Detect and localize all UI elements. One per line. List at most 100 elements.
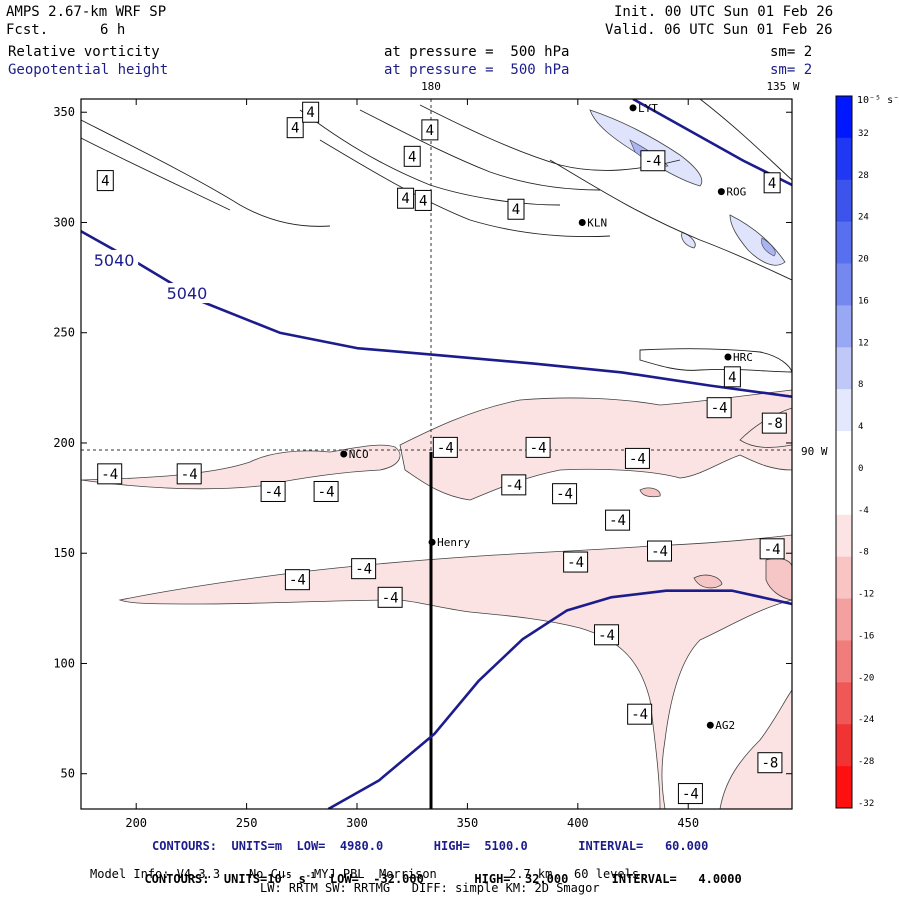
colorbar-segment: [836, 472, 852, 516]
vorticity-label: -4: [289, 573, 306, 589]
vorticity-spot-north: [681, 231, 696, 249]
x-tick-label: 350: [457, 816, 479, 830]
colorbar-segment: [836, 305, 852, 348]
colorbar-segment: [836, 556, 852, 600]
y-tick-label: 250: [53, 326, 75, 340]
vorticity-label: -4: [265, 484, 282, 500]
model-info: Model Info: V4.3.3 No Cu MYJ PBL Morriso…: [90, 867, 647, 881]
vorticity-label-box: [97, 463, 123, 485]
vorticity-label-box: [96, 170, 114, 192]
y-tick-label: 100: [53, 656, 75, 670]
station-dot: [629, 104, 637, 112]
vorticity-label-box: [647, 540, 673, 562]
station-dot: [428, 538, 436, 546]
height-contour-info: CONTOURS: UNITS=m LOW= 4980.0 HIGH= 5100…: [152, 839, 709, 853]
vorticity-label-box: [525, 436, 551, 458]
vorticity-label: 4: [728, 370, 736, 386]
colorbar-tick-label: -4: [858, 506, 869, 516]
valid-time: Valid. 06 UTC Sun 01 Feb 26: [605, 22, 833, 38]
vorticity-label-box: [723, 366, 741, 388]
x-tick-label: 200: [125, 816, 147, 830]
vorticity-label: -4: [530, 440, 547, 456]
vorticity-label: -4: [651, 544, 668, 560]
station-dot: [340, 450, 348, 458]
colorbar-segment: [836, 514, 852, 558]
geopotential-height-contours: 5040 5040: [81, 99, 792, 809]
vorticity-label-box: [624, 447, 650, 469]
height-label-bg: [90, 249, 139, 270]
vorticity-contour-info-sup2: -1: [305, 871, 316, 880]
lon-label-90w: 90 W: [801, 445, 828, 458]
vorticity-contour-info-c: LOW= -32.000 HIGH= 32.000 INTERVAL= 4.00…: [315, 872, 742, 886]
vorticity-label: -4: [629, 451, 646, 467]
positive-vorticity-contours: [81, 99, 792, 373]
station-dot: [717, 188, 725, 196]
field1-level: at pressure = 500 hPa: [384, 44, 570, 60]
height-contour-line: [81, 230, 792, 398]
colorbar-tick-label: 4: [858, 422, 863, 432]
vorticity-label: -4: [101, 467, 118, 483]
station-dot: [706, 721, 714, 729]
colorbar-segment: [836, 682, 852, 725]
vorticity-spot-3: [639, 487, 661, 498]
vorticity-label: -4: [764, 542, 781, 558]
colorbar-tick-label: 24: [858, 213, 869, 223]
colorbar-segment: [836, 96, 852, 139]
colorbar-tick-label: -8: [858, 548, 869, 558]
field1-smoothing: sm= 2: [770, 44, 813, 60]
height-contour-label: 5040: [94, 251, 135, 270]
contour-line-8: [699, 99, 792, 181]
vorticity-label-box: [377, 586, 403, 608]
vorticity-label: -4: [682, 787, 699, 803]
contour-line-1: [81, 119, 331, 227]
lon-label-180: 180: [421, 80, 441, 93]
colorbar-tick-label: -28: [858, 757, 874, 767]
vorticity-label: -8: [766, 416, 783, 432]
contour-line-5: [319, 139, 611, 238]
station-label: NCO: [349, 448, 369, 461]
vorticity-label-box: [507, 198, 525, 220]
colorbar-tick-label: 0: [858, 464, 863, 474]
vorticity-label-box: [552, 483, 578, 505]
field1-name: Relative vorticity: [8, 44, 160, 60]
colorbar-tick-label: 20: [858, 255, 869, 265]
vorticity-label-box: [176, 463, 202, 485]
vorticity-label: -4: [711, 401, 728, 417]
vorticity-label: 4: [419, 193, 427, 209]
vorticity-label: -4: [609, 513, 626, 529]
colorbar-segment: [836, 724, 852, 767]
vorticity-contour-info-sup1: -5: [281, 871, 292, 880]
vorticity-label-box: [351, 558, 377, 580]
colorbar-unit: 10⁻⁵ s⁻¹: [857, 95, 900, 106]
vorticity-label-box: [421, 119, 439, 141]
colorbar-segment: [836, 389, 852, 432]
stronger-negative-shading: [639, 487, 792, 601]
vorticity-label: -4: [505, 478, 522, 494]
vorticity-label: 4: [101, 174, 109, 190]
colorbar-segment: [836, 263, 852, 306]
vorticity-spot-2: [693, 574, 723, 589]
vorticity-label: -4: [437, 440, 454, 456]
vorticity-label: -4: [567, 555, 584, 571]
vorticity-label: 4: [401, 191, 409, 207]
colorbar-segment: [836, 347, 852, 390]
model-title: AMPS 2.67-km WRF SP: [6, 4, 167, 20]
vorticity-core-2: [761, 237, 776, 257]
vorticity-label: -4: [644, 154, 661, 170]
field2-name: Geopotential height: [8, 62, 169, 78]
vorticity-label: -4: [181, 467, 198, 483]
vorticity-label-box: [501, 474, 527, 496]
vorticity-contour-info: CONTOURS: UNITS=10-5 s-1 LOW= -32.000 HI…: [130, 852, 742, 887]
vorticity-label: -4: [318, 484, 335, 500]
vorticity-label-box: [605, 509, 631, 531]
colorbar-segment: [836, 431, 852, 474]
plot-axes: 200 250 300 350 400 450 50 100 150 200 250 300 350: [53, 99, 792, 830]
station-label: ROG: [726, 186, 746, 199]
vorticity-label-box: [260, 480, 286, 502]
station-label: Henry: [437, 536, 470, 549]
vorticity-label-box: [563, 551, 589, 573]
vorticity-label: 4: [408, 149, 416, 165]
colorbar: 32 28 24 20 16 12 8 4 0 -4 -8 -12 -16 -20 -24 -28 -32: [835, 95, 874, 809]
